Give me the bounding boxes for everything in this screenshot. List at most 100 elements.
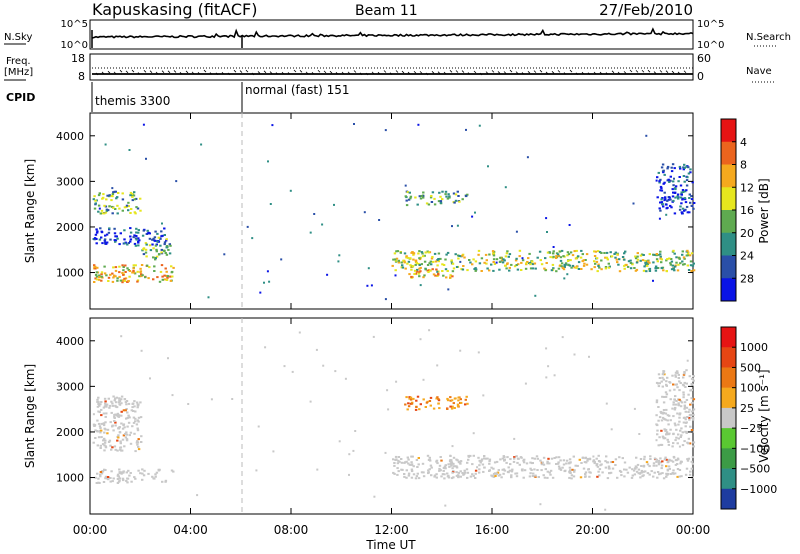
echo-cell bbox=[412, 397, 415, 400]
echo-cell bbox=[569, 259, 572, 262]
echo-cell bbox=[116, 478, 120, 480]
echo-cell bbox=[415, 459, 419, 461]
echo-cell bbox=[463, 471, 467, 474]
echo-cell bbox=[458, 255, 461, 257]
echo-cell bbox=[600, 252, 603, 254]
echo-cell bbox=[416, 268, 419, 271]
echo-cell bbox=[436, 264, 439, 267]
echo-cell bbox=[618, 270, 622, 273]
echo-cell bbox=[97, 401, 100, 404]
echo-cell bbox=[114, 275, 117, 278]
date-title: 27/Feb/2010 bbox=[599, 1, 693, 19]
echo-cell bbox=[658, 436, 661, 439]
y-tick-label: 4000 bbox=[56, 335, 84, 348]
echo-cell bbox=[488, 269, 491, 272]
echo-cell bbox=[689, 425, 692, 428]
echo-cell bbox=[675, 256, 678, 259]
echo-cell bbox=[556, 462, 560, 465]
echo-cell bbox=[113, 239, 116, 242]
echo-cell bbox=[397, 456, 401, 458]
nave-mark bbox=[149, 70, 153, 74]
echo-cell bbox=[114, 401, 118, 404]
echo-cell bbox=[410, 251, 413, 254]
echo-cell bbox=[118, 468, 121, 471]
echo-cell bbox=[682, 391, 685, 394]
echo-cell bbox=[656, 429, 659, 432]
echo-cell bbox=[128, 270, 132, 272]
echo-cell bbox=[437, 260, 440, 263]
echo-cell bbox=[556, 253, 560, 256]
echo-cell bbox=[668, 196, 671, 199]
echo-cell bbox=[474, 477, 477, 479]
echo-cell bbox=[447, 463, 450, 466]
echo-cell bbox=[111, 193, 115, 195]
echo-cell bbox=[584, 471, 588, 474]
echo-cell bbox=[416, 203, 419, 206]
echo-cell bbox=[666, 258, 669, 261]
echo-cell bbox=[120, 410, 123, 413]
echo-cell bbox=[679, 167, 682, 170]
echo-cell bbox=[679, 436, 682, 438]
echo-cell bbox=[672, 267, 675, 270]
echo-cell bbox=[676, 475, 679, 478]
echo-cell bbox=[613, 253, 616, 255]
echo-cell bbox=[451, 471, 454, 474]
echo-cell bbox=[125, 403, 128, 406]
echo-cell bbox=[564, 262, 568, 265]
echo-cell bbox=[431, 268, 434, 271]
echo-cell bbox=[142, 253, 146, 256]
echo-cell bbox=[595, 463, 599, 466]
echo-cell bbox=[665, 412, 668, 415]
echo-cell bbox=[142, 229, 145, 232]
echo-cell bbox=[102, 412, 106, 415]
echo-cell bbox=[637, 468, 641, 471]
echo-cell bbox=[661, 472, 664, 475]
echo-cell bbox=[466, 193, 469, 196]
echo-cell bbox=[433, 474, 437, 477]
echo-cell bbox=[110, 195, 114, 197]
echo-cell bbox=[662, 401, 666, 404]
echo-cell bbox=[419, 270, 422, 273]
echo-cell bbox=[679, 412, 682, 415]
echo-cell bbox=[135, 197, 138, 200]
echo-cell bbox=[534, 474, 537, 477]
echo-cell bbox=[498, 261, 502, 263]
echo-cell bbox=[127, 421, 131, 424]
echo-cell bbox=[155, 471, 159, 474]
echo-cell bbox=[534, 294, 537, 297]
echo-cell bbox=[618, 258, 621, 261]
echo-cell bbox=[133, 432, 136, 435]
power-echo-cells bbox=[92, 123, 696, 301]
echo-cell bbox=[132, 269, 135, 272]
echo-cell bbox=[540, 263, 544, 266]
echo-cell bbox=[655, 458, 658, 461]
echo-cell bbox=[400, 458, 403, 460]
echo-cell bbox=[605, 461, 609, 464]
echo-cell bbox=[255, 469, 258, 472]
colorbar-tick-label: −1000 bbox=[740, 483, 777, 496]
echo-cell bbox=[521, 257, 524, 260]
echo-cell bbox=[667, 440, 670, 443]
nsky-series bbox=[91, 27, 694, 39]
echo-cell bbox=[114, 208, 117, 210]
echo-cell bbox=[408, 273, 411, 276]
echo-cell bbox=[412, 473, 416, 476]
echo-cell bbox=[444, 258, 447, 261]
echo-cell bbox=[171, 275, 174, 278]
nsky-tick-top: 10^5 bbox=[61, 19, 88, 30]
echo-cell bbox=[103, 427, 106, 430]
echo-cell bbox=[98, 404, 101, 407]
echo-cell bbox=[639, 476, 642, 479]
echo-cell bbox=[678, 445, 681, 448]
echo-cell bbox=[671, 188, 674, 191]
echo-cell bbox=[445, 276, 448, 279]
echo-cell bbox=[571, 254, 575, 257]
echo-cell bbox=[659, 461, 662, 464]
echo-cell bbox=[151, 475, 154, 478]
nave-mark bbox=[167, 70, 171, 74]
echo-cell bbox=[678, 416, 681, 419]
echo-cell bbox=[334, 370, 337, 373]
echo-cell bbox=[631, 468, 634, 471]
echo-cell bbox=[688, 473, 692, 476]
echo-cell bbox=[652, 279, 654, 282]
